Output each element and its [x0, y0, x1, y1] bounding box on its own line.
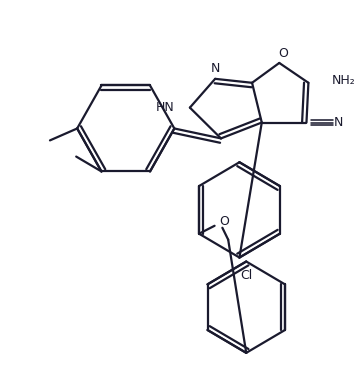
- Text: O: O: [278, 47, 288, 59]
- Text: HN: HN: [156, 101, 174, 114]
- Text: N: N: [210, 62, 220, 75]
- Text: NH₂: NH₂: [332, 74, 356, 87]
- Text: N: N: [334, 116, 343, 129]
- Text: O: O: [219, 215, 229, 228]
- Text: Cl: Cl: [240, 269, 252, 282]
